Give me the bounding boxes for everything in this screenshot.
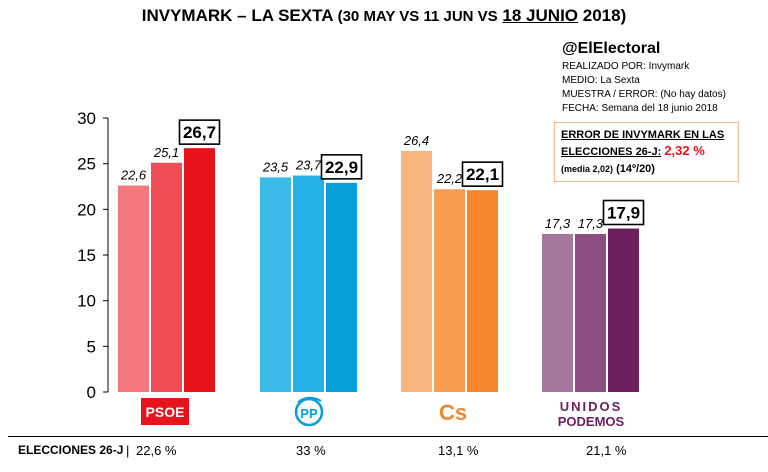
bar-unidos-podemos-1 xyxy=(542,233,573,392)
error-line3: (media 2,02) (14º/20) xyxy=(561,160,732,178)
info-panel: @ElElectoral REALIZADO POR: Invymark MED… xyxy=(562,40,762,116)
error-rank: (14º/20) xyxy=(616,163,655,175)
data-label-latest: 17,9 xyxy=(607,204,640,223)
y-tick-label: 20 xyxy=(77,200,96,219)
data-label: 17,3 xyxy=(578,216,604,231)
data-label: 17,3 xyxy=(545,216,571,231)
bar-pp-1 xyxy=(260,177,291,392)
elections-value-pp: 33 % xyxy=(296,443,326,458)
bar-cs-1 xyxy=(401,150,432,392)
bar-cs-2 xyxy=(434,189,465,392)
chart-title: INVYMARK – LA SEXTA (30 MAY VS 11 JUN VS… xyxy=(0,6,768,26)
elections-value-psoe: 22,6 % xyxy=(136,443,177,458)
bar-psoe-3 xyxy=(184,148,215,392)
psoe-logo-background xyxy=(141,398,189,425)
bar-unidos-podemos-2 xyxy=(575,233,606,392)
data-label: 26,4 xyxy=(403,133,429,148)
y-tick-label: 10 xyxy=(77,292,96,311)
y-tick-label: 0 xyxy=(87,383,96,402)
error-box: ERROR DE INVYMARK EN LAS ELECCIONES 26-J… xyxy=(554,122,739,182)
bar-chart: 0 5 10 15 20 25 30 22,6 25,1 26,7 23,5 23,7 22,9 26,4… xyxy=(77,109,645,429)
title-part2: (30 MAY VS 11 JUN VS xyxy=(337,8,498,25)
error-value: 2,32 % xyxy=(664,143,705,158)
elections-separator: | xyxy=(126,443,130,458)
latest-value-box xyxy=(178,119,221,145)
podemos-logo-top: UNIDOS xyxy=(560,399,623,414)
elections-value-cs: 13,1 % xyxy=(438,443,479,458)
meta-line: MEDIO: La Sexta xyxy=(562,75,640,86)
data-label: 23,5 xyxy=(262,159,289,174)
error-line2: ELECCIONES 26-J: 2,32 % xyxy=(561,143,732,160)
elections-value-podemos: 21,1 % xyxy=(586,443,627,458)
twitter-handle: @ElElectoral xyxy=(562,40,661,57)
error-prefix: ELECCIONES 26-J: xyxy=(561,146,662,158)
bar-pp-2 xyxy=(293,175,324,392)
latest-value-box xyxy=(461,161,504,187)
data-label-latest: 26,7 xyxy=(183,123,216,142)
title-part1: INVYMARK – LA SEXTA xyxy=(141,6,333,25)
elections-label: ELECCIONES 26-J xyxy=(18,443,124,457)
bar-psoe-1 xyxy=(118,185,149,392)
error-average: (media 2,02) xyxy=(561,164,614,174)
title-part4: 2018) xyxy=(582,6,627,25)
meta-line: FECHA: Semana del 18 junio 2018 xyxy=(562,103,718,114)
bar-unidos-podemos-3 xyxy=(608,228,639,392)
podemos-logo-bottom: PODEMOS xyxy=(558,414,625,429)
y-tick-label: 15 xyxy=(77,246,96,265)
y-tick-label: 30 xyxy=(77,109,96,128)
data-label-latest: 22,9 xyxy=(325,158,358,177)
psoe-logo-text: PSOE xyxy=(146,404,185,420)
data-label-latest: 22,1 xyxy=(466,165,499,184)
cs-logo-text: Cs xyxy=(439,400,467,425)
title-part3: 18 JUNIO xyxy=(502,6,579,25)
meta-line: MUESTRA / ERROR: (No hay datos) xyxy=(562,89,726,100)
bar-cs-3 xyxy=(467,190,498,392)
data-label: 23,7 xyxy=(295,158,322,173)
y-tick-label: 25 xyxy=(77,155,96,174)
latest-value-box xyxy=(320,154,363,180)
pp-logo-circle xyxy=(294,397,324,427)
bar-psoe-2 xyxy=(151,162,182,392)
latest-value-box xyxy=(602,199,645,226)
elections-row: ELECCIONES 26-J | 22,6 % 33 % 13,1 % 21,… xyxy=(8,436,768,464)
pp-logo-gull xyxy=(297,396,322,403)
data-label: 22,6 xyxy=(120,168,147,183)
meta-line: REALIZADO POR: Invymark xyxy=(562,61,690,72)
bar-pp-3 xyxy=(326,182,357,392)
data-label: 25,1 xyxy=(153,145,179,160)
data-label: 22,2 xyxy=(436,171,463,186)
y-tick-label: 5 xyxy=(87,337,96,356)
error-line1: ERROR DE INVYMARK EN LAS xyxy=(561,129,725,141)
pp-logo-text: PP xyxy=(300,406,318,421)
